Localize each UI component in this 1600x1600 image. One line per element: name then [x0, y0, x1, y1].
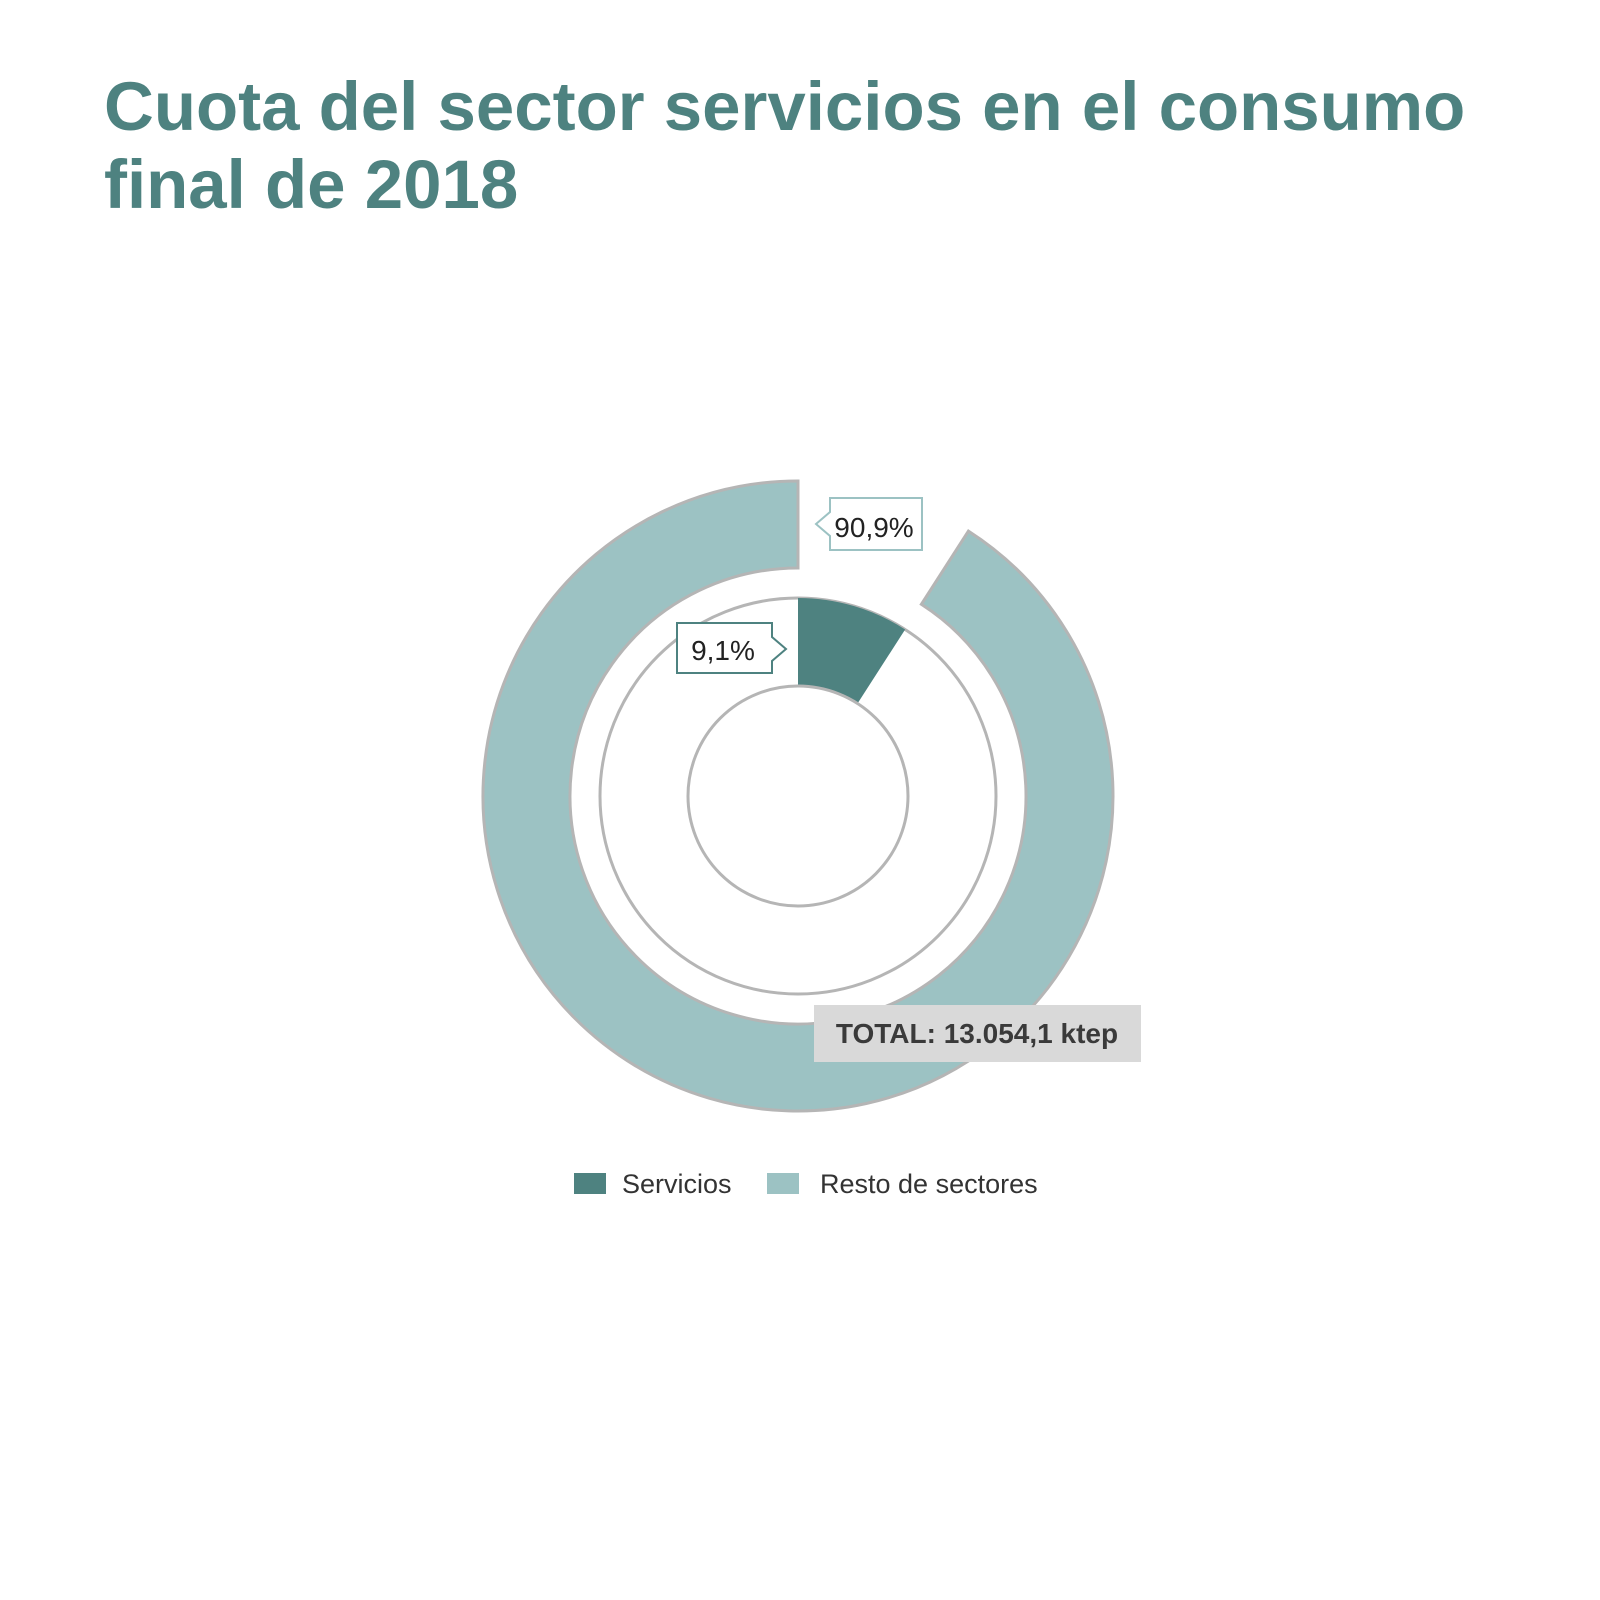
slice-servicios [798, 598, 906, 704]
total-box: TOTAL: 13.054,1 ktep [814, 1005, 1141, 1062]
legend-swatch-servicios [574, 1173, 606, 1194]
chart-title: Cuota del sector servicios en el consumo… [104, 68, 1466, 223]
callout-servicios: 9,1% [676, 622, 788, 674]
legend: Servicios Resto de sectores [574, 1169, 1038, 1199]
legend-label-resto-de-sectores: Resto de sectores [820, 1169, 1038, 1199]
label-resto-de-sectores: 90,9% [834, 512, 913, 543]
callout-resto-de-sectores: 90,9% [814, 497, 923, 551]
legend-swatch-resto-de-sectores [767, 1173, 799, 1194]
donut-hole [686, 684, 910, 908]
total-label: TOTAL: 13.054,1 ktep [836, 1018, 1118, 1049]
legend-label-servicios: Servicios [622, 1169, 732, 1199]
label-servicios: 9,1% [691, 635, 755, 666]
